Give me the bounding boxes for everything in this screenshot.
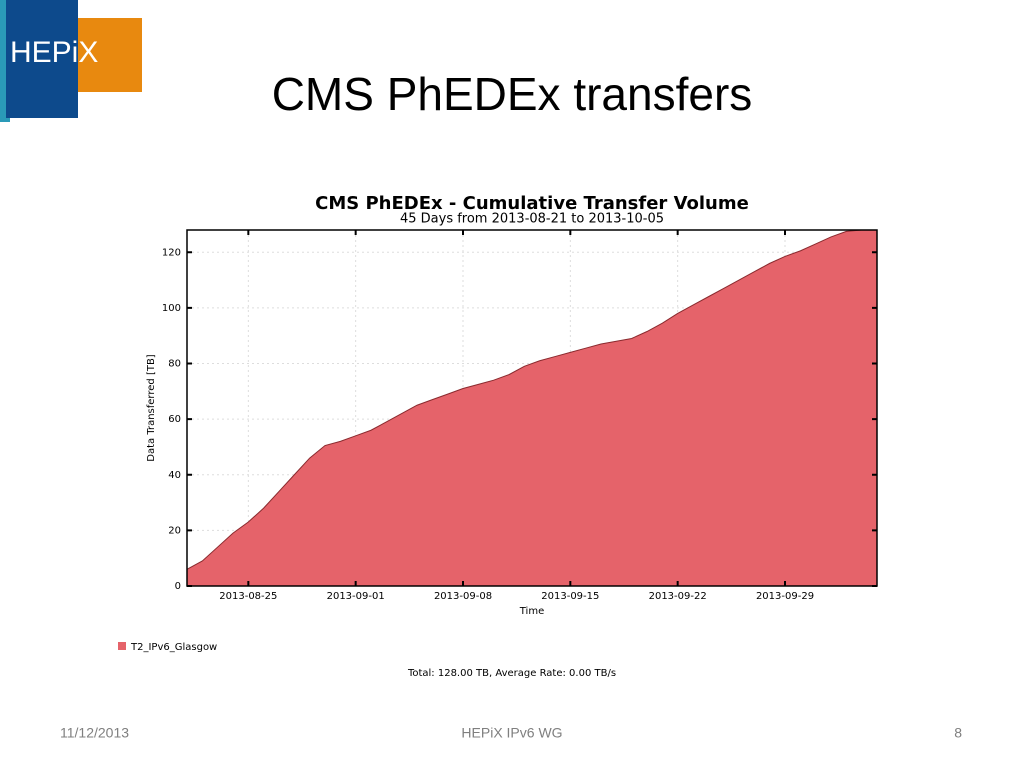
area: [187, 230, 877, 586]
logo-orange: [78, 18, 142, 92]
plot-frame: [186, 229, 878, 587]
legend-label: T2_IPv6_Glasgow: [130, 642, 217, 653]
x-tick-label: 2013-08-25: [219, 591, 277, 602]
chart-note: Total: 128.00 TB, Average Rate: 0.00 TB/…: [407, 668, 616, 679]
logo-stripe: [0, 0, 10, 122]
footer-center: HEPiX IPv6 WG: [461, 725, 562, 741]
chart-subtitle: 45 Days from 2013-08-21 to 2013-10-05: [400, 212, 664, 227]
slide-title: CMS PhEDEx transfers: [272, 68, 753, 120]
x-axis-label: Time: [519, 606, 544, 617]
chart-title: CMS PhEDEx - Cumulative Transfer Volume: [315, 193, 749, 214]
y-tick-label: 120: [162, 247, 181, 258]
y-tick-label: 20: [168, 525, 181, 536]
y-tick-label: 40: [168, 470, 181, 481]
x-tick-label: 2013-09-29: [756, 591, 814, 602]
footer-page: 8: [954, 725, 962, 741]
legend-swatch: [118, 642, 126, 650]
y-axis-label: Data Transferred [TB]: [146, 354, 157, 462]
y-tick-label: 60: [168, 414, 181, 425]
y-tick-label: 80: [168, 359, 181, 370]
x-tick-label: 2013-09-08: [434, 591, 492, 602]
x-tick-label: 2013-09-01: [327, 591, 385, 602]
x-tick-label: 2013-09-22: [649, 591, 707, 602]
y-tick-label: 100: [162, 303, 181, 314]
logo-blue: [6, 0, 78, 118]
y-tick-label: 0: [175, 581, 181, 592]
footer-date: 11/12/2013: [60, 725, 129, 741]
logo-text: HEPiX: [10, 36, 98, 69]
x-tick-label: 2013-09-15: [541, 591, 599, 602]
area-outline: [186, 229, 877, 570]
